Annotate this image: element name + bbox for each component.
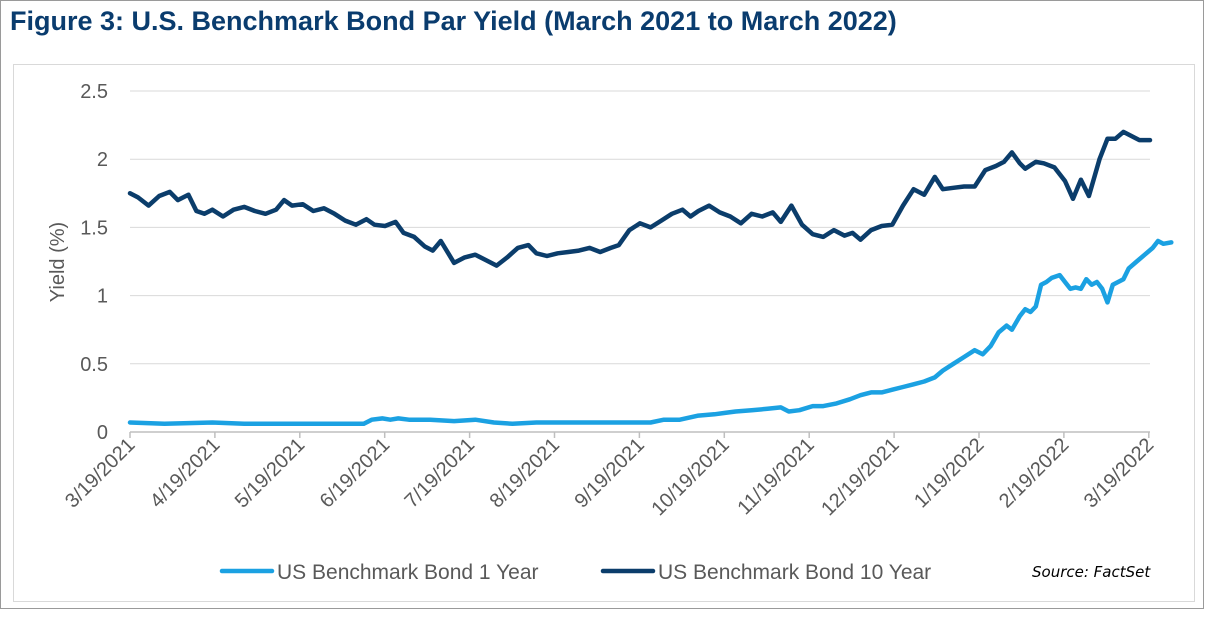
series-lines [127, 129, 1174, 427]
y-tick-label: 2 [97, 149, 108, 171]
gridlines [130, 90, 1150, 433]
x-tick-label: 5/19/2021 [231, 434, 309, 512]
chart-area-border [13, 64, 1195, 602]
figure-frame [0, 0, 1204, 609]
x-tick-label: 6/19/2021 [316, 434, 394, 512]
x-tick-label: 9/19/2021 [570, 434, 648, 512]
x-tick-label: 4/19/2021 [146, 434, 224, 512]
legend-label: US Benchmark Bond 1 Year [277, 561, 539, 584]
x-tick-label: 2/19/2022 [995, 434, 1073, 512]
x-tick-label: 11/19/2021 [733, 434, 818, 519]
series-line-1-year [127, 238, 1174, 427]
chart-title: Figure 3: U.S. Benchmark Bond Par Yield … [10, 6, 897, 36]
y-tick-label: 0 [97, 422, 108, 444]
legend: US Benchmark Bond 1 Year US Benchmark Bon… [219, 561, 931, 584]
x-tick-label: 7/19/2021 [401, 434, 479, 512]
x-tick-label: 3/19/2022 [1080, 434, 1158, 512]
x-tick-label: 1/19/2022 [910, 434, 988, 512]
y-tick-label: 2.5 [80, 81, 108, 103]
y-tick-label: 1 [97, 286, 108, 308]
x-tick-label: 10/19/2021 [647, 434, 733, 520]
series-line-10-year [127, 129, 1153, 268]
x-tick-label: 8/19/2021 [486, 434, 564, 512]
x-tick-label: 12/19/2021 [817, 434, 903, 520]
y-tick-label: 0.5 [80, 354, 108, 376]
x-tick-labels: 3/19/2021 4/19/2021 5/19/2021 6/19/2021 7/19… [61, 432, 1158, 520]
source-note: Source: FactSet [1032, 563, 1151, 581]
legend-label: US Benchmark Bond 10 Year [658, 561, 931, 584]
y-tick-label: 1.5 [80, 217, 108, 239]
y-tick-labels: 0 0.5 1 1.5 2 2.5 [80, 81, 108, 444]
y-axis-label: Yield (%) [47, 222, 69, 302]
x-tick-label: 3/19/2021 [61, 434, 139, 512]
